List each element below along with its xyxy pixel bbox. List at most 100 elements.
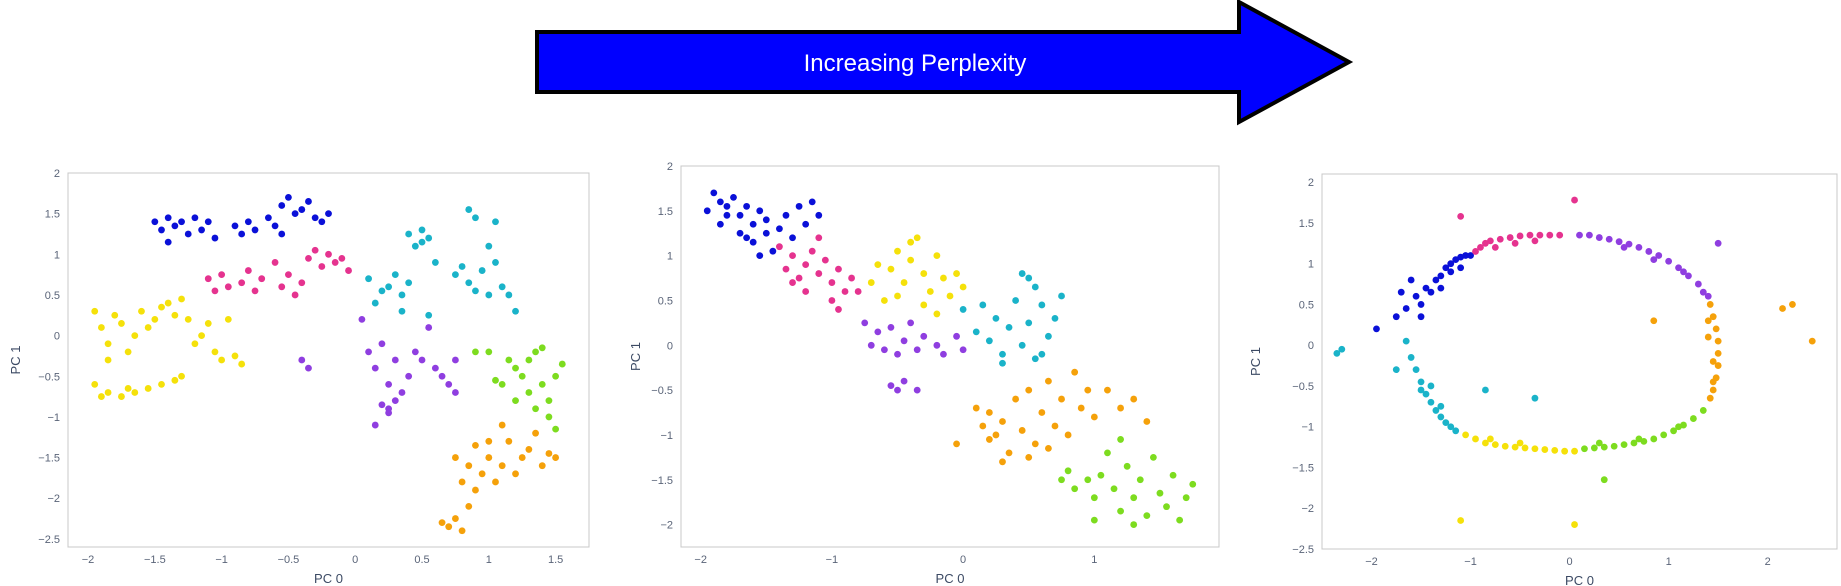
scatter-point-yellow: [224, 315, 232, 323]
scatter-point-orange: [953, 440, 960, 448]
scatter-point-orange: [1709, 386, 1717, 394]
scatter-point-yellow: [1516, 439, 1524, 447]
scatter-point-orange: [1650, 317, 1658, 325]
scatter-point-blue: [743, 202, 751, 210]
scatter-point-green: [532, 405, 539, 413]
scatter-point-magenta: [258, 275, 266, 283]
x-tick-label: −1: [215, 554, 228, 566]
y-tick-label: −2.5: [38, 534, 60, 546]
y-axis-label: PC 1: [1248, 347, 1263, 376]
scatter-point-magenta: [325, 250, 332, 258]
scatter-point-purple: [378, 340, 386, 348]
scatter-point-green: [512, 364, 519, 372]
scatter-point-blue: [264, 214, 272, 222]
scatter-point-yellow: [894, 247, 901, 255]
scatter-point-purple: [940, 350, 947, 358]
scatter-point-cyan: [1012, 297, 1020, 304]
y-tick-label: 0: [667, 340, 673, 352]
scatter-point-green: [1189, 480, 1197, 488]
scatter-point-cyan: [1025, 274, 1033, 282]
y-tick-label: −2: [660, 520, 673, 532]
scatter-point-green: [492, 376, 499, 384]
scatter-point-yellow: [97, 393, 105, 400]
scatter-point-blue: [1373, 325, 1380, 333]
scatter-point-purple: [391, 356, 399, 364]
scatter-point-purple: [1586, 231, 1593, 239]
scatter-point-magenta: [318, 263, 326, 270]
scatter-point-purple: [371, 364, 379, 372]
scatter-point-cyan: [1038, 350, 1046, 358]
scatter-point-yellow: [887, 265, 895, 273]
scatter-point-purple: [391, 397, 399, 405]
scatter-point-yellow: [926, 288, 934, 295]
scatter-point-orange: [1704, 333, 1712, 341]
scatter-point-purple: [867, 341, 875, 349]
scatter-point-orange: [532, 429, 539, 437]
scatter-point-purple: [1704, 292, 1712, 300]
scatter-point-purple: [378, 401, 386, 409]
scatter-point-orange: [438, 519, 446, 527]
scatter-point-blue: [325, 210, 332, 218]
scatter-point-blue: [802, 220, 810, 228]
scatter-point-blue: [231, 222, 239, 230]
x-tick-label: 1: [1091, 554, 1097, 566]
scatter-point-cyan: [405, 279, 413, 287]
scatter-point-magenta: [821, 256, 829, 264]
scatter-point-blue: [211, 234, 219, 242]
scatter-point-yellow: [198, 332, 205, 340]
scatter-point-orange: [1045, 377, 1052, 385]
scatter-point-purple: [1576, 231, 1583, 239]
y-tick-label: −1: [1301, 422, 1314, 434]
scatter-point-magenta: [285, 271, 292, 279]
scatter-point-purple: [1680, 268, 1687, 276]
y-tick-label: 0.5: [45, 290, 60, 302]
scatter-point-green: [538, 344, 546, 352]
scatter-point-orange: [1143, 418, 1151, 425]
scatter-point-blue: [191, 214, 199, 222]
scatter-point-orange: [1025, 453, 1033, 461]
scatter-point-yellow: [124, 385, 132, 392]
plot-area-frame: [680, 165, 1220, 548]
scatter-point-green: [1104, 449, 1111, 457]
scatter-point-orange: [452, 515, 459, 522]
scatter-point-blue: [716, 198, 724, 206]
scatter-point-cyan: [1412, 366, 1420, 374]
y-tick-label: 1.5: [45, 209, 60, 221]
scatter-point-purple: [1645, 248, 1653, 255]
scatter-point-magenta: [331, 259, 339, 266]
plot-area-frame: [1321, 173, 1838, 550]
scatter-point-blue: [730, 193, 737, 201]
scatter-point-yellow: [907, 238, 915, 246]
y-tick-label: 1.5: [1299, 218, 1314, 230]
scatter-point-green: [552, 425, 560, 433]
scatter-point-purple: [1655, 252, 1663, 259]
scatter-point-orange: [1117, 404, 1124, 412]
scatter-point-yellow: [164, 299, 172, 307]
scatter-point-yellow: [1571, 447, 1578, 455]
y-tick-label: 1.5: [658, 206, 673, 218]
scatter-point-yellow: [118, 320, 125, 327]
scatter-point-purple: [894, 350, 901, 358]
scatter-point-magenta: [1496, 235, 1504, 243]
scatter-point-magenta: [1506, 234, 1514, 241]
scatter-point-green: [1123, 462, 1131, 470]
scatter-point-green: [1136, 476, 1144, 484]
scatter-point-orange: [1064, 431, 1072, 439]
scatter-point-purple: [1625, 240, 1633, 248]
scatter-point-yellow: [880, 297, 888, 304]
scatter-point-orange: [472, 486, 479, 494]
scatter-point-yellow: [238, 360, 246, 368]
scatter-point-blue: [271, 222, 279, 230]
scatter-point-cyan: [365, 275, 372, 283]
scatter-point-yellow: [907, 256, 915, 264]
scatter-point-purple: [861, 319, 869, 327]
scatter-point-green: [1675, 423, 1682, 431]
scatter-point-yellow: [97, 324, 105, 331]
scatter-point-orange: [1104, 386, 1111, 394]
x-tick-label: 1.5: [548, 554, 563, 566]
scatter-point-orange: [1077, 404, 1085, 412]
y-tick-label: −1.5: [38, 453, 60, 465]
scatter-point-yellow: [191, 340, 199, 348]
scatter-point-yellow: [104, 340, 112, 348]
scatter-point-cyan: [465, 206, 473, 213]
